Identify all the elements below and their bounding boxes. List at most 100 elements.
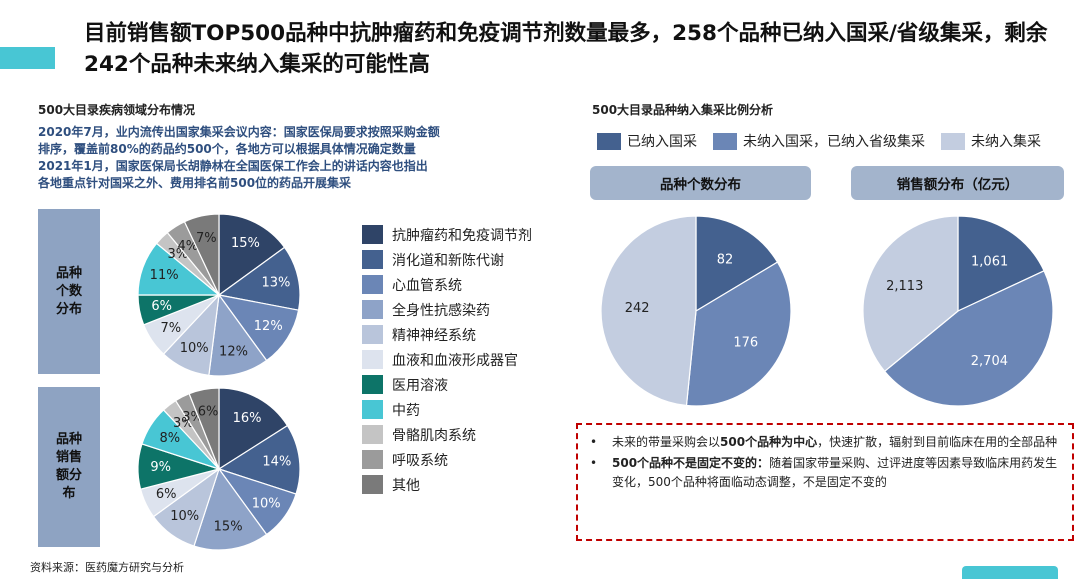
legend-label: 中药 — [392, 402, 420, 419]
legend-item: 未纳入集采 — [941, 131, 1041, 151]
pie-slice-1 — [218, 387, 289, 471]
legend-item: 已纳入国采 — [597, 131, 697, 151]
row-label-count: 品种个数分布 — [38, 209, 100, 374]
legend-swatch — [941, 132, 965, 150]
legend-label: 血液和血液形成器官 — [392, 352, 518, 369]
corner-tab — [962, 566, 1058, 579]
pie-value-label: 11% — [150, 268, 179, 283]
pie-value-label: 4% — [177, 239, 198, 254]
callout-bullet-2: • 500个品种不是固定不变的：随着国家带量采购、过评进度等因素导致临床用药发生… — [588, 454, 1062, 492]
bullet-text: 随着国家带量采购、过评进度等因素导致临床用药发生变化，500个品种将面临动态调整… — [612, 456, 1058, 489]
pie-value-label: 7% — [160, 321, 181, 336]
legend-swatch — [362, 275, 383, 294]
legend-swatch — [362, 300, 383, 319]
pie-value-label: 15% — [214, 520, 243, 535]
legend-item: 心血管系统 — [362, 272, 532, 297]
pie-value-label: 1,061 — [971, 254, 1008, 269]
legend-swatch — [362, 325, 383, 344]
pie-count-by-area: 15%13%12%12%10%7%6%11%3%4%7% — [137, 213, 301, 377]
legend-swatch — [362, 450, 383, 469]
note-line: 各地重点针对国采之外、费用排名前500位的药品开展集采 — [38, 176, 352, 190]
pie-sales-by-area: 16%14%10%15%10%6%9%8%3%3%6% — [137, 387, 301, 551]
legend-label: 心血管系统 — [392, 277, 462, 294]
pie-value-label: 2,704 — [971, 354, 1008, 369]
pie-value-label: 10% — [252, 496, 281, 511]
pie-value-label: 7% — [196, 231, 217, 246]
bullet-bold: 500个品种不是固定不变的： — [612, 456, 770, 470]
legend-item: 呼吸系统 — [362, 447, 532, 472]
legend-label: 全身性抗感染药 — [392, 302, 490, 319]
pie-slice-1 — [695, 215, 779, 313]
pie-value-label: 8% — [159, 431, 180, 446]
area-legend: 抗肿瘤药和免疫调节剂 消化道和新陈代谢 心血管系统全身性抗感染药精神神经系统血液和血… — [362, 222, 532, 497]
callout-box: • 未来的带量采购会以500个品种为中心，快速扩散，辐射到目前临床在用的全部品种… — [576, 423, 1074, 541]
legend-item: 精神神经系统 — [362, 322, 532, 347]
bullet-dot: • — [590, 435, 598, 449]
pie-slice-4 — [193, 467, 268, 551]
pie-value-label: 10% — [180, 341, 209, 356]
pie-value-label: 6% — [198, 405, 219, 420]
legend-item: 消化道和新陈代谢 — [362, 247, 532, 272]
legend-swatch — [362, 350, 383, 369]
legend-item: 医用溶液 — [362, 372, 532, 397]
legend-item: 未纳入国采，已纳入省级集采 — [713, 131, 925, 151]
legend-swatch — [362, 400, 383, 419]
legend-label: 抗肿瘤药和免疫调节剂 — [392, 227, 532, 244]
legend-swatch — [362, 225, 383, 244]
pie-value-label: 14% — [262, 455, 291, 470]
procurement-legend: 已纳入国采 未纳入国采，已纳入省级集采 未纳入集采 — [597, 131, 1057, 151]
legend-item: 骨骼肌肉系统 — [362, 422, 532, 447]
legend-item: 血液和血液形成器官 — [362, 347, 532, 372]
pie-value-label: 82 — [717, 253, 734, 268]
pie-slice-1 — [957, 215, 1045, 312]
pie-value-label: 242 — [625, 301, 650, 316]
pie-slice-11 — [188, 387, 220, 470]
legend-label: 消化道和新陈代谢 — [392, 252, 504, 269]
pie-procurement-sales: 1,061 2,704 2,113 — [862, 215, 1054, 407]
legend-label: 未纳入国采，已纳入省级集采 — [743, 134, 925, 150]
bullet-text: ，快速扩散，辐射到目前临床在用的全部品种 — [817, 435, 1058, 449]
pie-slice-2 — [217, 424, 301, 495]
page-title: 目前销售额TOP500品种中抗肿瘤药和免疫调节剂数量最多，258个品种已纳入国采… — [84, 21, 1048, 77]
note-line: 2021年1月，国家医保局长胡静林在全国医保工作会上的讲话内容也指出 — [38, 159, 428, 173]
row-label-count-text: 品种个数分布 — [55, 265, 82, 317]
pie-slice-1 — [218, 213, 286, 297]
pie-value-label: 13% — [261, 275, 290, 290]
row-label-sales-text: 品种销售额分布 — [55, 432, 82, 501]
legend-label: 其他 — [392, 477, 420, 494]
pie-slice-3 — [862, 215, 959, 373]
pie-slice-4 — [208, 293, 268, 377]
note-line: 排序，覆盖前80%的药品约500个，各地方可以根据具体情况确定数量 — [38, 142, 416, 156]
legend-swatch — [713, 132, 737, 150]
notes-block: 2020年7月，业内流传出国家集采会议内容：国家医保局要求按照采购金额 排序，覆… — [38, 124, 573, 192]
legend-label: 骨骼肌肉系统 — [392, 427, 476, 444]
pie-value-label: 6% — [151, 299, 172, 314]
pill-sales: 销售额分布（亿元） — [851, 166, 1064, 200]
pie-value-label: 10% — [170, 509, 199, 524]
legend-swatch — [362, 250, 383, 269]
note-line: 2020年7月，业内流传出国家集采会议内容：国家医保局要求按照采购金额 — [38, 125, 440, 139]
pie-value-label: 12% — [254, 319, 283, 334]
legend-item: 抗肿瘤药和免疫调节剂 — [362, 222, 532, 247]
pie-slice-11 — [183, 213, 220, 296]
legend-swatch — [362, 425, 383, 444]
left-subtitle: 500大目录疾病领域分布情况 — [38, 103, 196, 117]
pie-slice-2 — [883, 270, 1054, 407]
pie-procurement-count: 82 176 242 — [600, 215, 792, 407]
pie-slice-3 — [217, 294, 300, 362]
bullet-bold: 500个品种为中心 — [720, 435, 818, 449]
legend-item: 全身性抗感染药 — [362, 297, 532, 322]
pie-value-label: 176 — [733, 336, 758, 351]
title-accent-bar — [0, 47, 55, 69]
bullet-text: 未来的带量采购会以 — [612, 435, 721, 449]
pie-slice-3 — [600, 215, 697, 407]
pie-slice-2 — [685, 261, 792, 407]
legend-label: 未纳入集采 — [971, 134, 1041, 150]
pie-value-label: 9% — [150, 460, 171, 475]
legend-label: 医用溶液 — [392, 377, 448, 394]
row-label-sales: 品种销售额分布 — [38, 387, 100, 547]
legend-label: 已纳入国采 — [627, 134, 697, 150]
legend-item: 中药 — [362, 397, 532, 422]
legend-label: 呼吸系统 — [392, 452, 448, 469]
pill-count: 品种个数分布 — [590, 166, 811, 200]
